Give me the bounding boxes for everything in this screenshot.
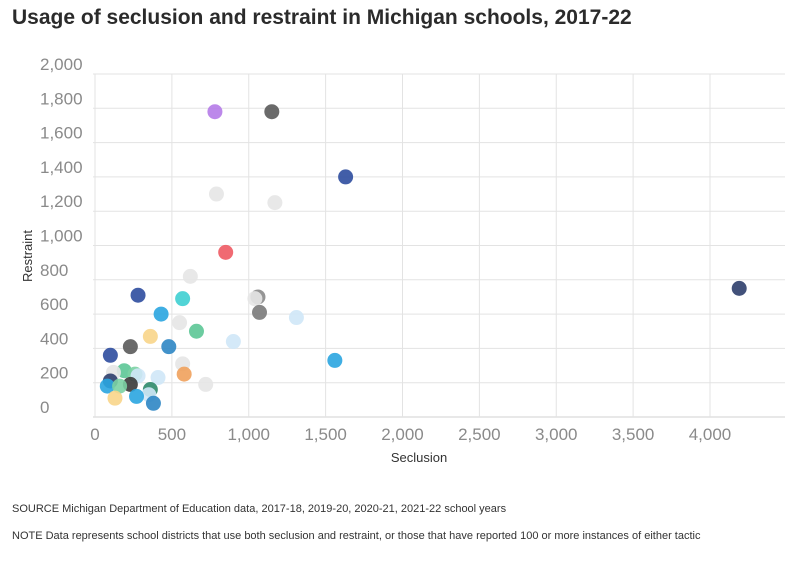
- x-tick-label: 2,500: [458, 425, 501, 444]
- data-point[interactable]: [150, 370, 166, 386]
- x-tick-label: 0: [90, 425, 99, 444]
- data-point[interactable]: [99, 378, 115, 394]
- x-tick-labels: 0 500 1,000 1,500 2,000 2,500 3,000 3,500 4,000: [90, 425, 731, 444]
- x-tick-label: 3,500: [612, 425, 655, 444]
- y-tick-label: 600: [40, 295, 68, 314]
- chart-title: Usage of seclusion and restraint in Mich…: [12, 6, 632, 29]
- data-point[interactable]: [112, 378, 128, 394]
- x-tick-label: 3,000: [535, 425, 578, 444]
- y-tick-label: 1,400: [40, 158, 83, 177]
- y-tick-label: 1,600: [40, 124, 83, 143]
- y-tick-label: 0: [40, 398, 49, 417]
- data-point[interactable]: [264, 104, 280, 120]
- data-point[interactable]: [208, 186, 224, 202]
- data-point[interactable]: [182, 268, 198, 284]
- data-point[interactable]: [122, 339, 138, 355]
- data-point[interactable]: [129, 388, 145, 404]
- data-point[interactable]: [107, 390, 123, 406]
- y-tick-label: 400: [40, 329, 68, 348]
- data-point[interactable]: [327, 352, 343, 368]
- data-point[interactable]: [172, 315, 188, 331]
- grid-lines: [93, 73, 785, 418]
- data-point[interactable]: [218, 244, 234, 260]
- data-point[interactable]: [207, 104, 223, 120]
- x-tick-label: 4,000: [689, 425, 732, 444]
- x-axis-label: Seclusion: [391, 450, 447, 465]
- x-tick-label: 500: [158, 425, 186, 444]
- data-point[interactable]: [267, 195, 283, 211]
- y-tick-label: 200: [40, 364, 68, 383]
- source-note: SOURCE Michigan Department of Education …: [12, 503, 507, 515]
- data-point[interactable]: [145, 395, 161, 411]
- y-tick-labels: 0 200 400 600 800 1,000 1,200 1,400 1,600 1,800 2,…: [40, 55, 83, 417]
- data-points: [99, 104, 747, 411]
- data-point[interactable]: [247, 291, 263, 307]
- y-axis-label: Restraint: [20, 230, 35, 282]
- data-point[interactable]: [225, 334, 241, 350]
- data-point[interactable]: [161, 339, 177, 355]
- data-point[interactable]: [252, 304, 268, 320]
- x-tick-label: 2,000: [381, 425, 424, 444]
- data-note: NOTE Data represents school districts th…: [12, 530, 701, 542]
- y-tick-label: 1,800: [40, 89, 83, 108]
- data-point[interactable]: [130, 287, 146, 303]
- y-tick-label: 1,000: [40, 227, 83, 246]
- x-tick-label: 1,000: [227, 425, 270, 444]
- scatter-chart: 0 200 400 600 800 1,000 1,200 1,400 1,600 1,800 2,…: [20, 55, 785, 465]
- y-tick-label: 2,000: [40, 55, 83, 74]
- data-point[interactable]: [153, 306, 169, 322]
- data-point[interactable]: [176, 366, 192, 382]
- data-point[interactable]: [188, 323, 204, 339]
- y-tick-label: 800: [40, 261, 68, 280]
- data-point[interactable]: [102, 347, 118, 363]
- data-point[interactable]: [338, 169, 354, 185]
- data-point[interactable]: [731, 280, 747, 296]
- data-point[interactable]: [288, 310, 304, 326]
- data-point[interactable]: [142, 328, 158, 344]
- data-point[interactable]: [175, 291, 191, 307]
- x-tick-label: 1,500: [304, 425, 347, 444]
- data-point[interactable]: [198, 376, 214, 392]
- y-tick-label: 1,200: [40, 192, 83, 211]
